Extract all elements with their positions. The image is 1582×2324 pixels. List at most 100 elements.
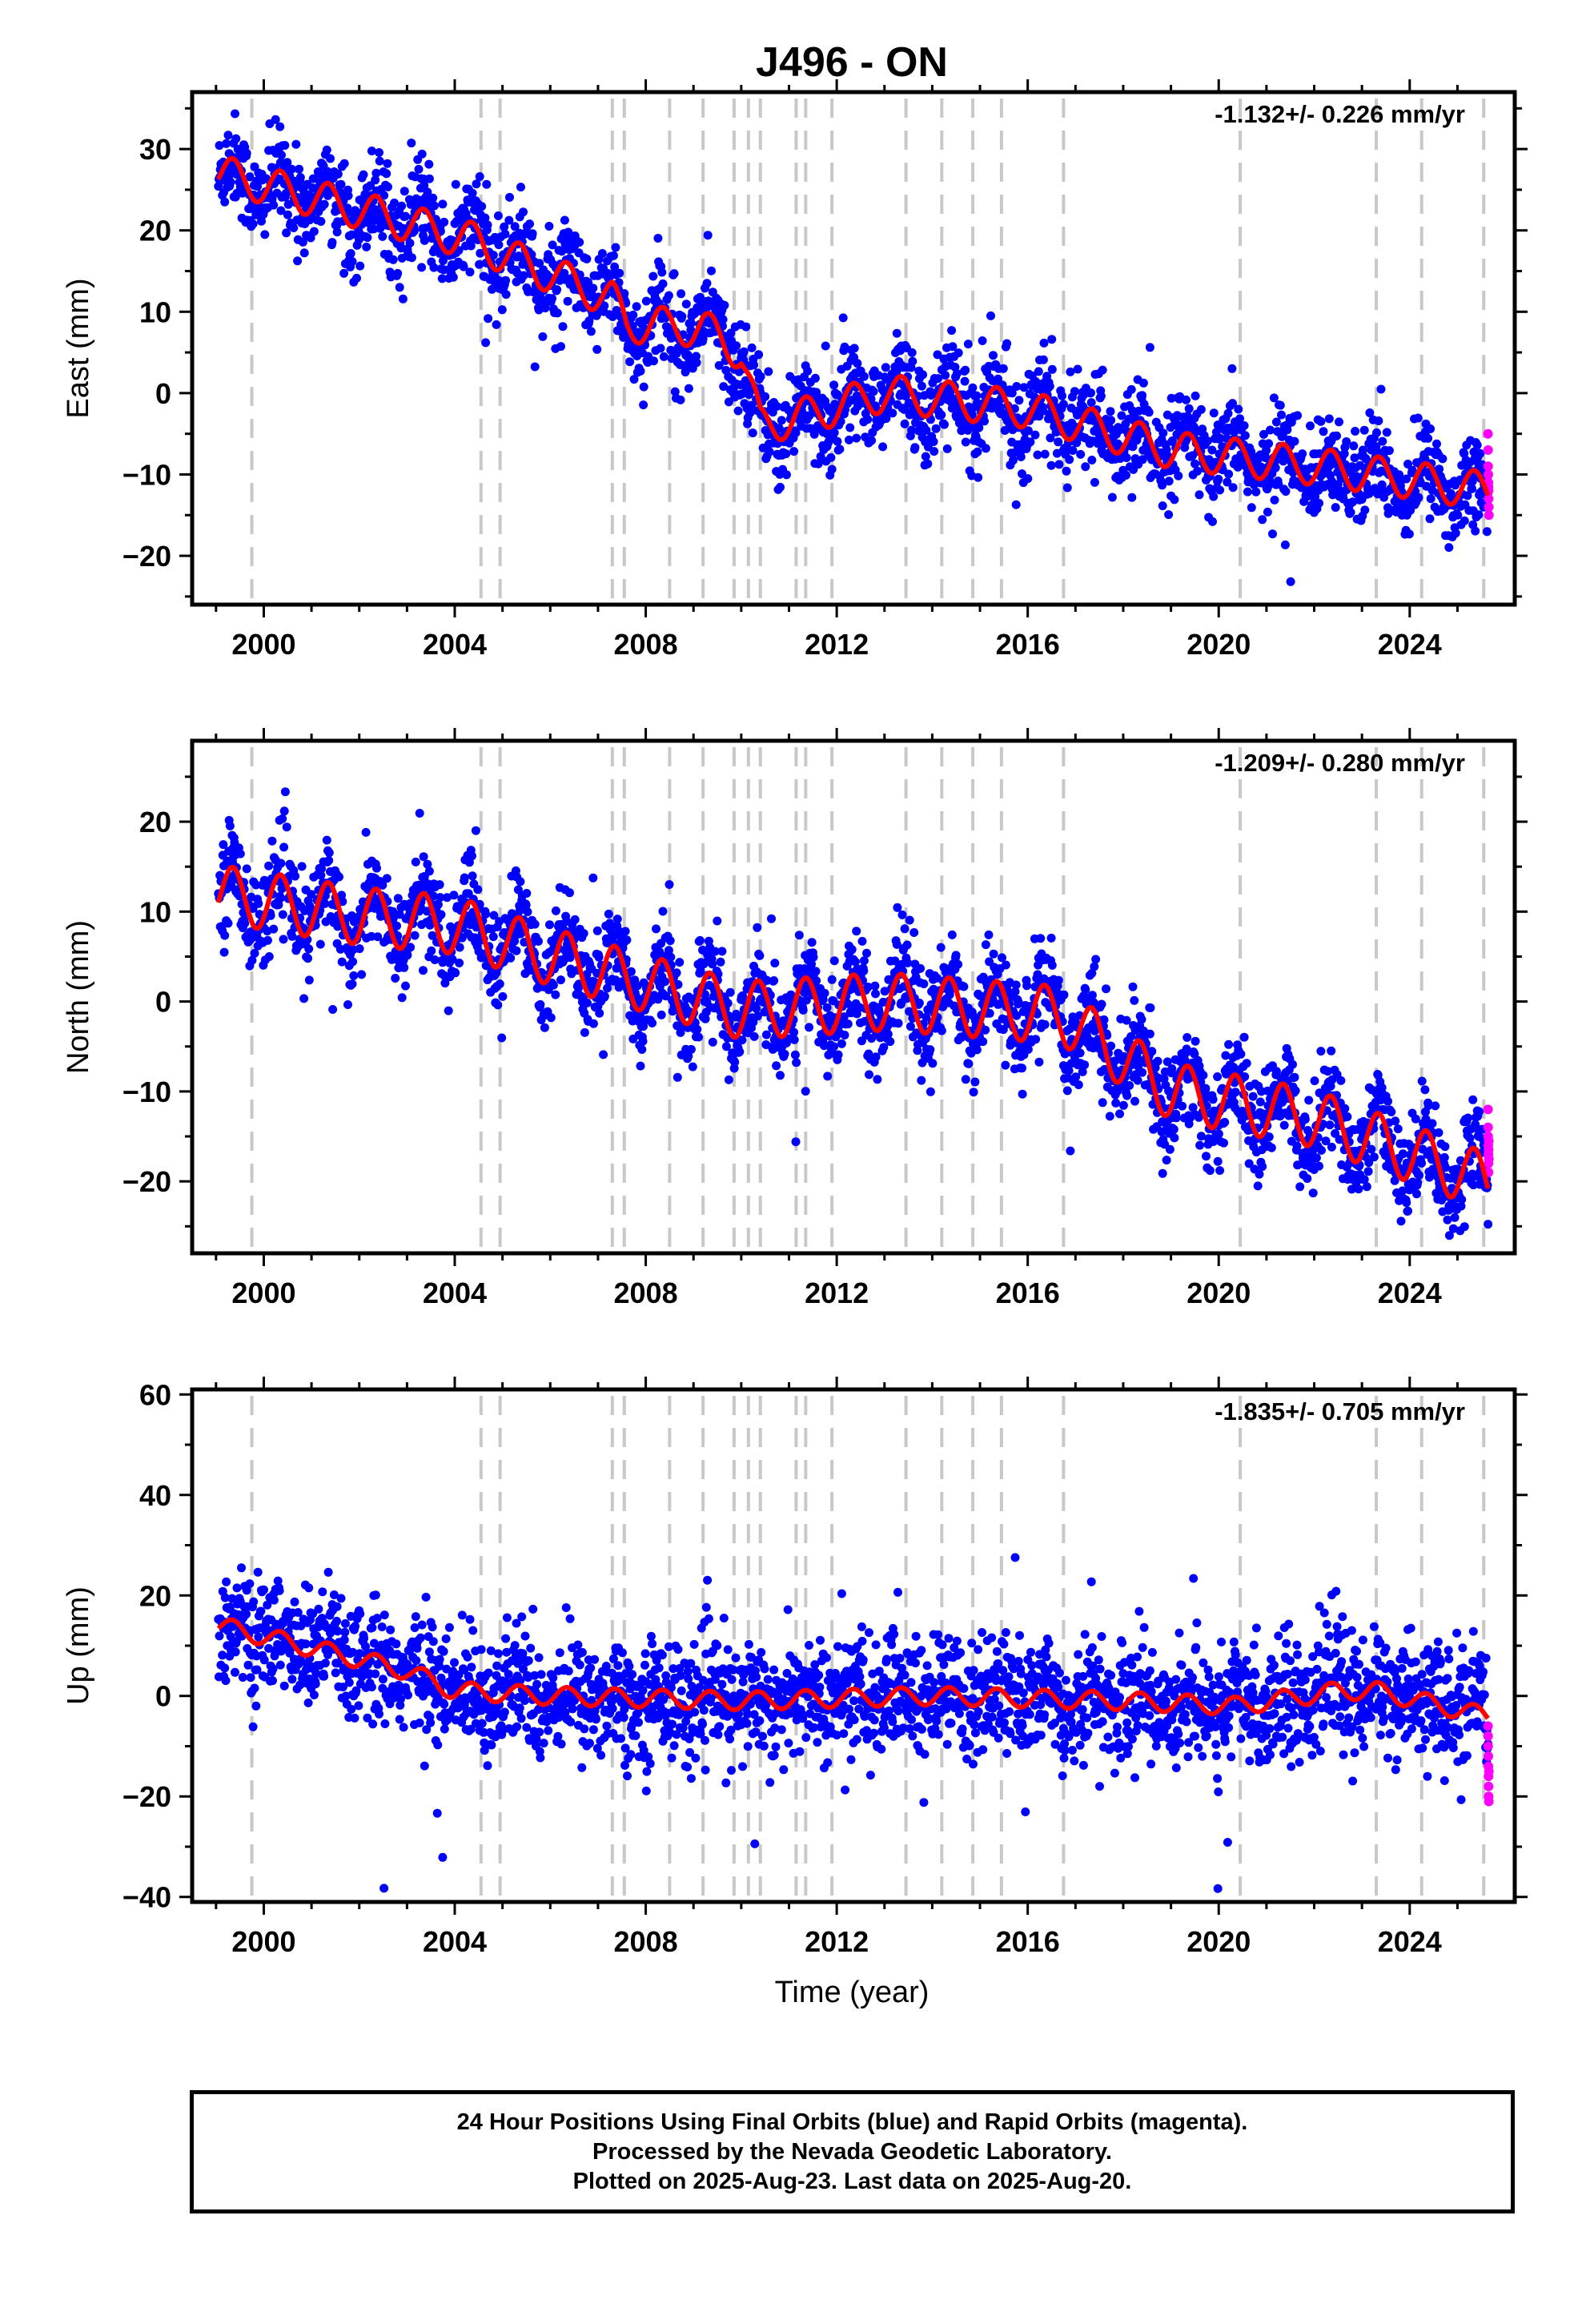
final-orbit-point bbox=[745, 408, 755, 418]
final-orbit-point bbox=[588, 873, 598, 883]
final-orbit-point bbox=[686, 1044, 696, 1054]
final-orbit-point bbox=[1293, 411, 1303, 420]
rapid-orbit-point bbox=[1483, 445, 1493, 455]
final-orbit-point bbox=[893, 1019, 903, 1028]
rapid-orbit-point bbox=[1484, 493, 1494, 504]
final-orbit-point bbox=[304, 944, 314, 954]
final-orbit-point bbox=[675, 958, 685, 967]
final-orbit-point bbox=[1214, 474, 1223, 484]
final-orbit-point bbox=[405, 239, 415, 248]
final-orbit-point bbox=[1350, 453, 1359, 463]
final-orbit-point bbox=[379, 191, 389, 200]
final-orbit-point bbox=[1298, 449, 1307, 459]
final-orbit-point bbox=[397, 993, 407, 1003]
final-orbit-point bbox=[1316, 416, 1326, 426]
final-orbit-point bbox=[597, 249, 607, 258]
final-orbit-point bbox=[1033, 450, 1042, 460]
final-orbit-point bbox=[921, 452, 930, 461]
final-orbit-point bbox=[436, 893, 445, 903]
final-orbit-point bbox=[1127, 493, 1137, 502]
final-orbit-point bbox=[349, 971, 359, 980]
final-orbit-point bbox=[823, 1072, 833, 1081]
final-orbit-point bbox=[251, 880, 261, 890]
final-orbit-point bbox=[1215, 433, 1225, 443]
final-orbit-point bbox=[557, 247, 567, 256]
final-orbit-point bbox=[1207, 445, 1217, 455]
final-orbit-point bbox=[900, 419, 909, 428]
final-orbit-point bbox=[772, 1061, 781, 1071]
final-orbit-point bbox=[422, 907, 432, 916]
final-orbit-point bbox=[919, 979, 929, 988]
final-orbit-point bbox=[837, 1039, 846, 1048]
final-orbit-point bbox=[339, 268, 349, 278]
final-orbit-point bbox=[400, 187, 409, 196]
final-orbit-point bbox=[1205, 1166, 1215, 1176]
final-orbit-point bbox=[498, 991, 508, 1001]
final-orbit-point bbox=[423, 859, 432, 869]
final-orbit-point bbox=[269, 200, 279, 210]
final-orbit-point bbox=[1096, 392, 1106, 400]
final-orbit-point bbox=[317, 864, 326, 874]
final-orbit-point bbox=[1235, 414, 1245, 424]
final-orbit-point bbox=[1360, 505, 1370, 515]
final-orbit-point bbox=[1166, 393, 1176, 403]
final-orbit-point bbox=[648, 271, 658, 281]
final-orbit-point bbox=[934, 374, 943, 384]
final-orbit-point bbox=[582, 254, 592, 263]
final-orbit-point bbox=[475, 259, 484, 269]
final-orbit-point bbox=[964, 1059, 974, 1068]
final-orbit-point bbox=[595, 1008, 604, 1018]
final-orbit-point bbox=[1087, 456, 1097, 464]
final-orbit-point bbox=[1009, 456, 1018, 465]
final-orbit-point bbox=[880, 987, 889, 996]
final-orbit-point bbox=[812, 388, 821, 397]
final-orbit-point bbox=[1474, 510, 1484, 520]
final-orbit-point bbox=[324, 856, 334, 865]
final-orbit-point bbox=[472, 179, 481, 189]
final-orbit-point bbox=[648, 1019, 657, 1027]
final-orbit-point bbox=[219, 947, 229, 957]
final-orbit-point bbox=[1075, 1048, 1085, 1058]
final-orbit-point bbox=[1011, 980, 1021, 990]
final-orbit-point bbox=[1081, 462, 1090, 472]
final-orbit-point bbox=[1264, 1132, 1274, 1142]
final-orbit-point bbox=[710, 947, 720, 956]
final-orbit-point bbox=[1444, 543, 1454, 553]
final-orbit-point bbox=[1023, 474, 1033, 484]
final-orbit-point bbox=[303, 954, 312, 963]
final-orbit-point bbox=[424, 174, 434, 183]
final-orbit-point bbox=[563, 296, 572, 306]
final-orbit-point bbox=[1262, 445, 1271, 455]
rapid-orbit-point bbox=[1484, 510, 1494, 521]
final-orbit-point bbox=[363, 233, 372, 243]
final-orbit-point bbox=[789, 1027, 799, 1037]
final-orbit-point bbox=[307, 890, 316, 899]
final-orbit-point bbox=[460, 873, 469, 883]
final-orbit-point bbox=[282, 228, 291, 238]
final-orbit-point bbox=[1062, 1086, 1072, 1096]
final-orbit-point bbox=[1292, 1141, 1302, 1151]
final-orbit-point bbox=[1158, 1168, 1167, 1178]
final-orbit-point bbox=[676, 395, 685, 404]
final-orbit-point bbox=[684, 384, 693, 393]
final-orbit-point bbox=[1255, 1097, 1265, 1107]
final-orbit-point bbox=[1271, 463, 1280, 472]
final-orbit-point bbox=[1208, 1095, 1218, 1104]
final-orbit-point bbox=[1153, 1056, 1162, 1066]
final-orbit-point bbox=[620, 289, 629, 298]
final-orbit-point bbox=[885, 1037, 895, 1047]
final-orbit-point bbox=[326, 154, 335, 163]
final-orbit-point bbox=[324, 848, 334, 858]
final-orbit-point bbox=[1319, 427, 1328, 436]
final-orbit-point bbox=[373, 932, 383, 942]
final-orbit-point bbox=[724, 1075, 733, 1084]
final-orbit-point bbox=[1213, 1156, 1223, 1166]
final-orbit-point bbox=[395, 283, 404, 292]
final-orbit-point bbox=[611, 243, 620, 252]
final-orbit-point bbox=[299, 248, 309, 258]
final-orbit-point bbox=[1045, 381, 1054, 391]
final-orbit-point bbox=[608, 312, 617, 321]
final-orbit-point bbox=[1122, 1091, 1132, 1100]
final-orbit-point bbox=[735, 1047, 745, 1056]
final-orbit-point bbox=[748, 428, 757, 438]
